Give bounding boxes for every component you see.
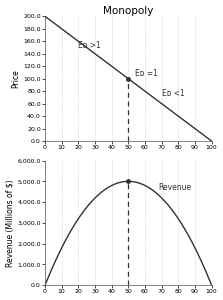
Text: Eᴅ <1: Eᴅ <1 — [162, 89, 184, 98]
Text: Eᴅ =1: Eᴅ =1 — [135, 69, 158, 78]
Text: Eᴅ >1: Eᴅ >1 — [78, 40, 101, 50]
Y-axis label: Price: Price — [11, 69, 21, 88]
Y-axis label: Revenue (Millions of $): Revenue (Millions of $) — [6, 179, 14, 267]
Title: Monopoly: Monopoly — [103, 6, 153, 16]
Text: Revenue: Revenue — [158, 183, 191, 192]
